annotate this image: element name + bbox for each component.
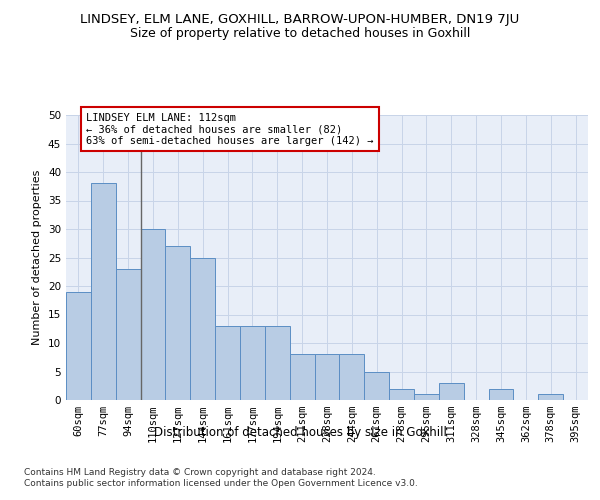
Bar: [116, 269, 140, 400]
Bar: [340, 354, 364, 400]
Bar: [91, 184, 116, 400]
Text: Distribution of detached houses by size in Goxhill: Distribution of detached houses by size …: [154, 426, 446, 439]
Y-axis label: Number of detached properties: Number of detached properties: [32, 170, 43, 345]
Bar: [414, 394, 439, 400]
Bar: [66, 292, 91, 400]
Bar: [290, 354, 314, 400]
Bar: [140, 229, 166, 400]
Bar: [240, 326, 265, 400]
Bar: [166, 246, 190, 400]
Bar: [215, 326, 240, 400]
Text: Size of property relative to detached houses in Goxhill: Size of property relative to detached ho…: [130, 28, 470, 40]
Bar: [488, 388, 514, 400]
Bar: [389, 388, 414, 400]
Bar: [439, 383, 464, 400]
Text: LINDSEY, ELM LANE, GOXHILL, BARROW-UPON-HUMBER, DN19 7JU: LINDSEY, ELM LANE, GOXHILL, BARROW-UPON-…: [80, 12, 520, 26]
Text: LINDSEY ELM LANE: 112sqm
← 36% of detached houses are smaller (82)
63% of semi-d: LINDSEY ELM LANE: 112sqm ← 36% of detach…: [86, 112, 373, 146]
Bar: [265, 326, 290, 400]
Bar: [538, 394, 563, 400]
Bar: [364, 372, 389, 400]
Bar: [314, 354, 340, 400]
Bar: [190, 258, 215, 400]
Text: Contains HM Land Registry data © Crown copyright and database right 2024.
Contai: Contains HM Land Registry data © Crown c…: [24, 468, 418, 487]
